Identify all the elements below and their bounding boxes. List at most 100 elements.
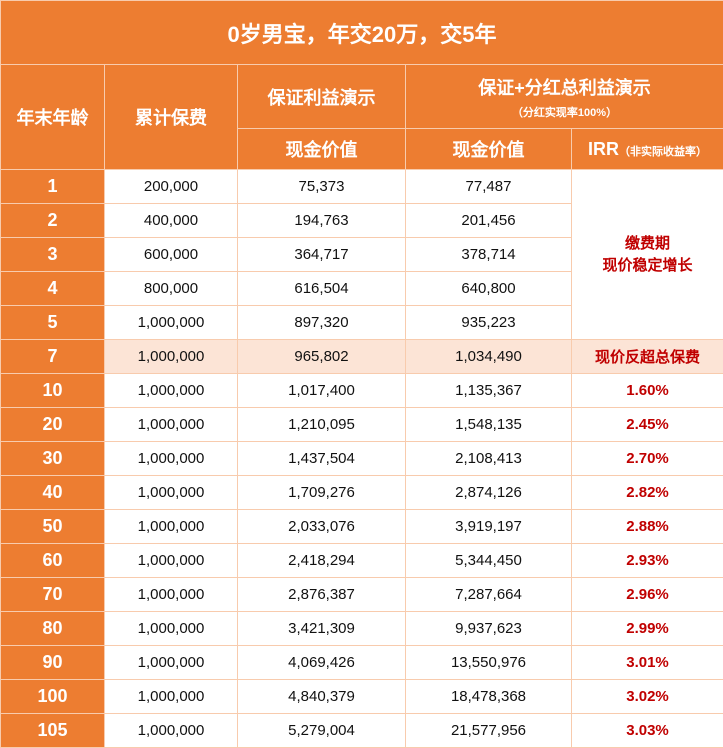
- table-row: 1 200,000 75,373 77,487 缴费期 现价稳定增长: [0, 169, 723, 340]
- total-cash-value-cell: 9,937,623: [405, 611, 572, 646]
- premium-cell: 400,000: [104, 203, 238, 238]
- table-row: 80 1,000,000 3,421,309 9,937,623 2.99%: [0, 611, 723, 646]
- header-total: 保证+分红总利益演示 （分红实现率100%）: [404, 64, 723, 129]
- age-cell: 2: [0, 203, 105, 238]
- total-cash-value-cell: 2,874,126: [405, 475, 572, 510]
- age-cell: 70: [0, 577, 105, 612]
- table-row: 105 1,000,000 5,279,004 21,577,956 3.03%: [0, 713, 723, 748]
- total-cash-value-cell: 3,919,197: [405, 509, 572, 544]
- total-cash-value-cell: 21,577,956: [405, 713, 572, 748]
- irr-cell: 2.70%: [570, 441, 723, 476]
- irr-cell: 现价反超总保费: [570, 339, 723, 374]
- irr-cell: 2.88%: [570, 509, 723, 544]
- premium-cell: 1,000,000: [104, 645, 238, 680]
- header-age: 年末年龄: [0, 64, 105, 170]
- premium-cell: 1,000,000: [104, 441, 238, 476]
- total-cash-value-cell: 18,478,368: [405, 679, 572, 714]
- header-total-label: 保证+分红总利益演示: [478, 77, 651, 98]
- header-cash-value-total: 现金价值: [405, 128, 572, 170]
- guaranteed-cash-value-cell: 965,802: [237, 339, 406, 374]
- table-row: 5 1,000,000 897,320 935,223: [0, 305, 723, 340]
- irr-cell: 2.45%: [570, 407, 723, 442]
- guaranteed-cash-value-cell: 1,210,095: [237, 407, 406, 442]
- premium-cell: 1,000,000: [104, 407, 238, 442]
- premium-cell: 1,000,000: [104, 373, 238, 408]
- guaranteed-cash-value-cell: 194,763: [237, 203, 406, 238]
- total-cash-value-cell: 7,287,664: [405, 577, 572, 612]
- table-row: 40 1,000,000 1,709,276 2,874,126 2.82%: [0, 475, 723, 510]
- table-row: 2 400,000 194,763 201,456: [0, 203, 723, 238]
- payment-period-note-line: 缴费期: [625, 234, 671, 252]
- total-cash-value-cell: 1,135,367: [405, 373, 572, 408]
- guaranteed-cash-value-cell: 2,418,294: [237, 543, 406, 578]
- guaranteed-cash-value-cell: 4,069,426: [237, 645, 406, 680]
- irr-cell: 3.02%: [570, 679, 723, 714]
- guaranteed-cash-value-cell: 2,033,076: [237, 509, 406, 544]
- age-cell: 7: [0, 339, 105, 374]
- irr-cell: 2.96%: [570, 577, 723, 612]
- premium-cell: 800,000: [104, 271, 238, 306]
- header-total-note: （分红实现率100%）: [511, 106, 618, 119]
- age-cell: 20: [0, 407, 105, 442]
- payment-period-note-line: 现价稳定增长: [602, 256, 693, 274]
- header-cash-value-guaranteed: 现金价值: [237, 128, 406, 170]
- age-cell: 105: [0, 713, 105, 748]
- premium-cell: 1,000,000: [104, 679, 238, 714]
- guaranteed-cash-value-cell: 2,876,387: [237, 577, 406, 612]
- total-cash-value-cell: 2,108,413: [405, 441, 572, 476]
- premium-cell: 1,000,000: [104, 543, 238, 578]
- total-cash-value-cell: 5,344,450: [405, 543, 572, 578]
- payment-period-note: 缴费期 现价稳定增长: [570, 169, 723, 340]
- age-cell: 30: [0, 441, 105, 476]
- table-row: 100 1,000,000 4,840,379 18,478,368 3.02%: [0, 679, 723, 714]
- guaranteed-cash-value-cell: 616,504: [237, 271, 406, 306]
- table-row: 3 600,000 364,717 378,714: [0, 237, 723, 272]
- premium-cell: 1,000,000: [104, 713, 238, 748]
- premium-cell: 600,000: [104, 237, 238, 272]
- premium-cell: 1,000,000: [104, 577, 238, 612]
- age-cell: 5: [0, 305, 105, 340]
- guaranteed-cash-value-cell: 364,717: [237, 237, 406, 272]
- header-irr-note: （非实际收益率）: [619, 145, 708, 158]
- table-row: 10 1,000,000 1,017,400 1,135,367 1.60%: [0, 373, 723, 408]
- age-cell: 40: [0, 475, 105, 510]
- table-row: 20 1,000,000 1,210,095 1,548,135 2.45%: [0, 407, 723, 442]
- table-row: 70 1,000,000 2,876,387 7,287,664 2.96%: [0, 577, 723, 612]
- irr-cell: 2.93%: [570, 543, 723, 578]
- table-row: 7 1,000,000 965,802 1,034,490 现价反超总保费: [0, 339, 723, 374]
- guaranteed-cash-value-cell: 1,437,504: [237, 441, 406, 476]
- header-irr-label: IRR: [588, 138, 620, 159]
- irr-cell: 1.60%: [570, 373, 723, 408]
- age-cell: 90: [0, 645, 105, 680]
- total-cash-value-cell: 1,034,490: [405, 339, 572, 374]
- guaranteed-cash-value-cell: 1,017,400: [237, 373, 406, 408]
- guaranteed-cash-value-cell: 3,421,309: [237, 611, 406, 646]
- age-cell: 1: [0, 169, 105, 204]
- irr-cell: 2.82%: [570, 475, 723, 510]
- guaranteed-cash-value-cell: 1,709,276: [237, 475, 406, 510]
- irr-cell: 3.03%: [570, 713, 723, 748]
- age-cell: 80: [0, 611, 105, 646]
- age-cell: 60: [0, 543, 105, 578]
- table-title: 0岁男宝，年交20万，交5年: [0, 0, 723, 65]
- total-cash-value-cell: 77,487: [405, 169, 572, 204]
- total-cash-value-cell: 640,800: [405, 271, 572, 306]
- age-cell: 50: [0, 509, 105, 544]
- premium-cell: 1,000,000: [104, 475, 238, 510]
- guaranteed-cash-value-cell: 897,320: [237, 305, 406, 340]
- age-cell: 100: [0, 679, 105, 714]
- premium-cell: 1,000,000: [104, 509, 238, 544]
- premium-cell: 1,000,000: [104, 339, 238, 374]
- header-irr: IRR（非实际收益率）: [570, 128, 723, 170]
- table-row: 50 1,000,000 2,033,076 3,919,197 2.88%: [0, 509, 723, 544]
- age-cell: 3: [0, 237, 105, 272]
- age-cell: 4: [0, 271, 105, 306]
- table-row: 60 1,000,000 2,418,294 5,344,450 2.93%: [0, 543, 723, 578]
- premium-cell: 1,000,000: [104, 305, 238, 340]
- irr-cell: 3.01%: [570, 645, 723, 680]
- premium-cell: 200,000: [104, 169, 238, 204]
- header-premium: 累计保费: [104, 64, 238, 170]
- table-row: 90 1,000,000 4,069,426 13,550,976 3.01%: [0, 645, 723, 680]
- guaranteed-cash-value-cell: 4,840,379: [237, 679, 406, 714]
